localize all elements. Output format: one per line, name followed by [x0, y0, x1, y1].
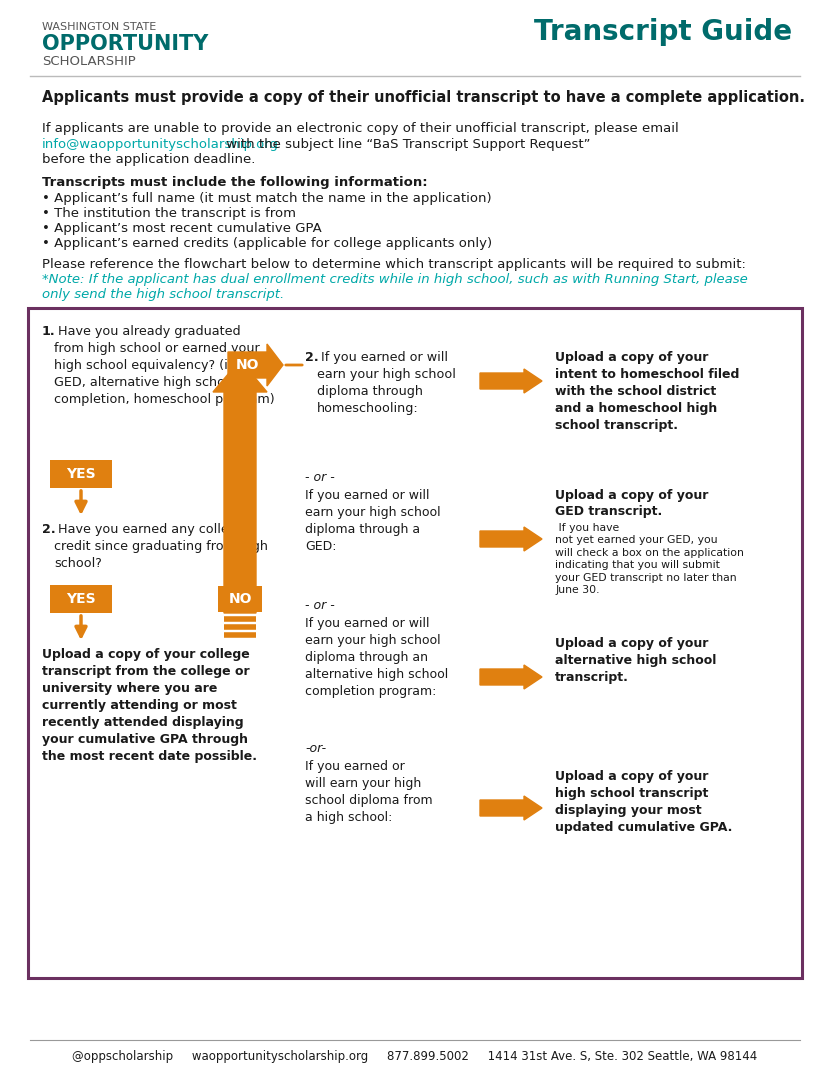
Text: - or -: - or - [305, 599, 334, 612]
Text: 1.: 1. [42, 325, 56, 338]
FancyBboxPatch shape [50, 585, 112, 613]
Polygon shape [480, 369, 542, 393]
Text: @oppscholarship     wa​opportunity​scholarship.org     877.899.5002     1414 31s: @oppscholarship wa​opportunity​scholarsh… [72, 1050, 758, 1063]
Text: • Applicant’s earned credits (applicable for college applicants only): • Applicant’s earned credits (applicable… [42, 237, 492, 250]
Text: OPPORTUNITY: OPPORTUNITY [42, 34, 208, 54]
Polygon shape [228, 344, 283, 386]
Text: -or-: -or- [305, 742, 326, 755]
Text: If you earned or will
earn your high school
diploma through
homeschooling:: If you earned or will earn your high sch… [317, 351, 456, 415]
Text: If you have
not yet earned your GED, you
will check a box on the application
ind: If you have not yet earned your GED, you… [555, 523, 744, 595]
Text: Have you earned any college
credit since graduating from high
school?: Have you earned any college credit since… [54, 523, 268, 570]
Text: • The institution the transcript is from: • The institution the transcript is from [42, 207, 296, 220]
Text: Transcript Guide: Transcript Guide [534, 18, 792, 46]
Text: Upload a copy of your
alternative high school
transcript.: Upload a copy of your alternative high s… [555, 637, 716, 684]
Text: Please reference the flowchart below to determine which transcript applicants wi: Please reference the flowchart below to … [42, 258, 746, 271]
Polygon shape [480, 527, 542, 551]
Text: If you earned or will
earn your high school
diploma through an
alternative high : If you earned or will earn your high sch… [305, 616, 448, 698]
Text: Have you already graduated
from high school or earned your
high school equivalen: Have you already graduated from high sch… [54, 325, 275, 406]
Text: before the application deadline.: before the application deadline. [42, 153, 256, 166]
Text: NO: NO [236, 358, 259, 372]
FancyArrow shape [213, 360, 267, 613]
Text: Upload a copy of your
GED transcript.: Upload a copy of your GED transcript. [555, 489, 708, 518]
Text: If applicants are unable to provide an electronic copy of their unofficial trans: If applicants are unable to provide an e… [42, 122, 679, 135]
Text: NO: NO [228, 592, 251, 606]
Text: info@waopportunityscholarship.org: info@waopportunityscholarship.org [42, 137, 279, 151]
Text: 2.: 2. [305, 351, 319, 364]
FancyBboxPatch shape [50, 460, 112, 488]
Text: • Applicant’s full name (it must match the name in the application): • Applicant’s full name (it must match t… [42, 192, 491, 205]
Text: Upload a copy of your college
transcript from the college or
university where yo: Upload a copy of your college transcript… [42, 648, 257, 763]
FancyBboxPatch shape [218, 586, 262, 612]
Text: Upload a copy of your
high school transcript
displaying your most
updated cumula: Upload a copy of your high school transc… [555, 770, 732, 834]
Text: 2.: 2. [42, 523, 56, 536]
Text: If you earned or will
earn your high school
diploma through a
GED:: If you earned or will earn your high sch… [305, 489, 441, 553]
Text: SCHOLARSHIP: SCHOLARSHIP [42, 55, 136, 68]
Text: Upload a copy of your
intent to homeschool filed
with the school district
and a : Upload a copy of your intent to homescho… [555, 351, 740, 432]
Polygon shape [480, 796, 542, 821]
Text: - or -: - or - [305, 471, 334, 484]
Text: • Applicant’s most recent cumulative GPA: • Applicant’s most recent cumulative GPA [42, 222, 322, 235]
Text: only send the high school transcript.: only send the high school transcript. [42, 288, 284, 301]
Text: Transcripts must include the following information:: Transcripts must include the following i… [42, 176, 427, 189]
Text: YES: YES [66, 467, 95, 481]
Text: YES: YES [66, 592, 95, 606]
Text: Applicants must provide a copy of their unofficial transcript to have a complete: Applicants must provide a copy of their … [42, 90, 805, 105]
Text: WASHINGTON STATE: WASHINGTON STATE [42, 21, 156, 32]
Text: If you earned or
will earn your high
school diploma from
a high school:: If you earned or will earn your high sch… [305, 760, 432, 824]
Polygon shape [480, 665, 542, 690]
FancyBboxPatch shape [28, 308, 802, 978]
Text: *Note: If the applicant has dual enrollment credits while in high school, such a: *Note: If the applicant has dual enrollm… [42, 273, 748, 286]
Text: with the subject line “BaS Transcript Support Request”: with the subject line “BaS Transcript Su… [222, 137, 590, 151]
